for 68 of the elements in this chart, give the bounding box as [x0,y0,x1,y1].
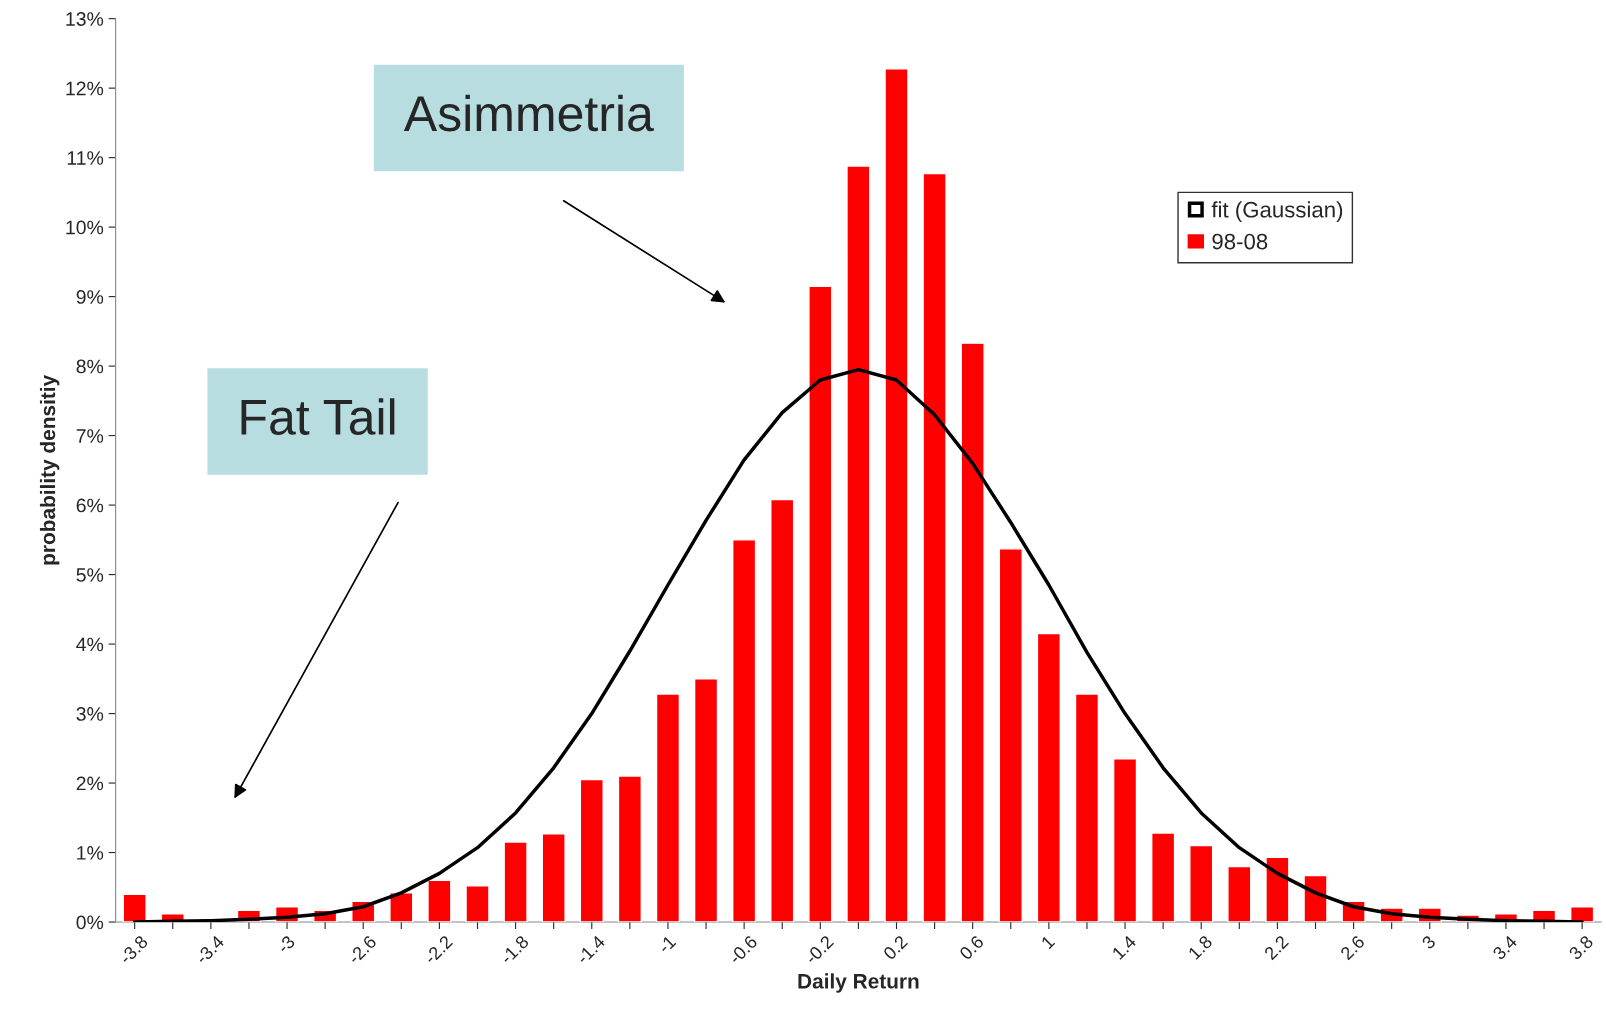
y-tick-label: 13% [66,12,104,26]
y-tick-label: 4% [76,637,104,652]
y-tick-label: 3% [76,707,104,721]
x-axis-title: Daily Return [798,973,919,993]
bar [1036,632,1061,923]
bar [1265,856,1290,923]
bar [1112,758,1138,923]
bar [732,539,757,923]
legend-label: fit (Gaussian) [1211,201,1343,222]
x-tick-label: -3.8 [118,934,149,965]
y-tick-label: 5% [76,568,104,582]
y-tick-label: 11% [67,151,104,165]
x-tick-label: 2.2 [1263,934,1289,961]
y-tick-label: 9% [76,290,104,304]
bar [693,678,719,923]
y-tick-label: 8% [76,359,104,374]
bar [922,172,947,923]
bar [808,285,833,923]
bar [1074,693,1100,923]
x-tick-label: 1.4 [1111,934,1137,960]
x-tick-label: 2.6 [1339,934,1366,961]
line-series [132,367,1584,923]
bar [1151,832,1176,923]
annotation: Asimmetria [403,94,654,132]
bar [960,342,985,923]
y-axis-title: probability densitiy [39,374,60,565]
x-tick-label: 3 [1421,934,1437,950]
y-tick-label: 1% [77,846,104,860]
bar [1227,865,1252,923]
x-tick-label: -3 [276,934,296,955]
x-tick-label: -0.6 [728,934,758,965]
x-tick-label: 1.8 [1187,934,1213,960]
y-tick-label: 0% [76,915,104,930]
annotation: Fat Tail [241,398,395,435]
bar [1303,874,1328,923]
bar [1570,906,1595,923]
bar [617,775,642,923]
x-tick-label: -0.2 [804,934,835,965]
x-tick-label: -2.2 [423,934,454,965]
x-tick-label: 1 [1040,934,1056,950]
x-tick-label: 3.8 [1568,934,1594,961]
bar [998,548,1023,923]
bar [503,841,528,923]
bar [122,893,147,923]
bar [1189,844,1214,923]
bar [427,879,452,923]
x-tick-label: -1.4 [575,934,606,965]
x-tick-label: -3.4 [194,934,225,965]
x-tick-label: -1.8 [499,934,530,965]
bar [541,833,566,923]
bar [884,67,909,923]
y-tick-label: 10% [66,220,104,235]
x-tick-label: 0.6 [958,934,985,961]
x-tick-label: -2.6 [347,934,378,965]
x-tick-label: -1 [657,934,677,954]
bar [465,885,490,923]
bar [846,165,871,923]
bar [579,778,604,923]
x-tick-label: 3.4 [1491,934,1518,961]
legend-label: 98-08 [1212,233,1268,250]
bar [655,693,681,923]
y-tick-label: 7% [76,429,104,443]
y-tick-label: 6% [76,498,104,513]
y-tick-label: 12% [66,81,104,96]
bar [770,498,795,923]
x-tick-label: 0.2 [882,934,909,961]
bar [389,892,414,923]
y-tick-label: 2% [76,776,104,791]
